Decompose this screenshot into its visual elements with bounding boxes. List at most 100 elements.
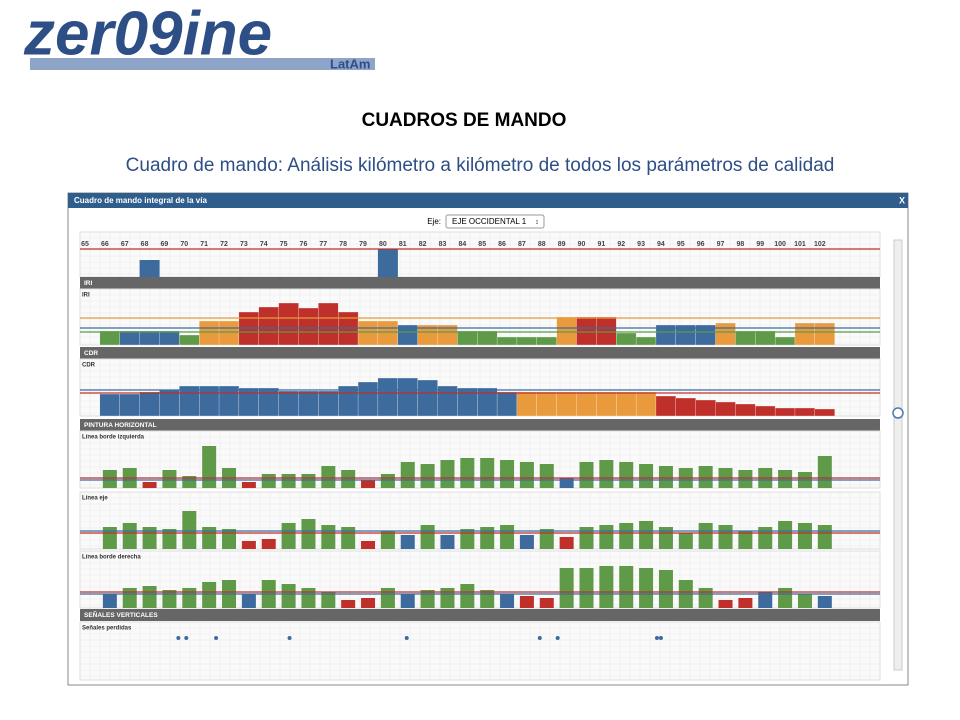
- bar: [119, 330, 140, 346]
- bar: [576, 391, 597, 417]
- bar: [301, 588, 316, 608]
- bar: [457, 330, 478, 346]
- bar: [361, 480, 376, 488]
- km-label: 102: [814, 241, 826, 248]
- bar: [718, 525, 733, 549]
- section-title: SEÑALES VERTICALES: [84, 610, 158, 619]
- bar: [159, 389, 180, 417]
- section-header: [80, 419, 880, 431]
- km-label: 74: [260, 241, 268, 248]
- bar: [457, 387, 478, 417]
- km-label: 84: [458, 241, 466, 248]
- bar: [420, 464, 435, 488]
- bar: [639, 464, 654, 488]
- km-label: 92: [617, 241, 625, 248]
- km-label: 95: [677, 241, 685, 248]
- bar: [715, 322, 736, 346]
- bar: [460, 529, 475, 549]
- bar: [599, 460, 614, 488]
- window-titlebar: [68, 193, 908, 208]
- bar: [698, 588, 713, 608]
- km-label: 68: [141, 241, 149, 248]
- bar: [341, 527, 356, 549]
- point: [537, 636, 542, 640]
- bar: [420, 525, 435, 549]
- bar: [281, 523, 296, 549]
- bar: [755, 405, 776, 417]
- bar: [182, 476, 197, 488]
- bar: [298, 307, 319, 346]
- bar: [519, 596, 534, 608]
- km-label: 77: [319, 241, 327, 248]
- bar: [477, 330, 498, 346]
- bar: [678, 533, 693, 549]
- km-label: 97: [717, 241, 725, 248]
- bar: [222, 529, 237, 549]
- bar: [738, 598, 753, 608]
- bar: [380, 474, 395, 488]
- bar: [655, 395, 677, 417]
- km-label: 93: [637, 241, 645, 248]
- bar: [539, 529, 554, 549]
- scrollbar[interactable]: [893, 239, 903, 671]
- bar: [814, 322, 835, 346]
- bar: [778, 521, 793, 549]
- close-button[interactable]: X: [899, 195, 905, 205]
- bar: [496, 336, 518, 346]
- bar: [380, 588, 395, 608]
- chart-label: CDR: [82, 363, 96, 369]
- bar: [556, 391, 577, 417]
- bar: [377, 249, 398, 277]
- chart-label: Línea eje: [82, 496, 108, 502]
- bar: [202, 527, 217, 549]
- bar: [516, 336, 538, 346]
- bar: [102, 527, 117, 549]
- bar: [794, 407, 816, 417]
- bar: [519, 462, 534, 488]
- km-label: 89: [558, 241, 566, 248]
- bar: [658, 570, 673, 608]
- km-label: 75: [280, 241, 288, 248]
- axis-select[interactable]: [445, 214, 545, 229]
- select-arrow[interactable]: ↕: [535, 219, 539, 226]
- bar: [460, 458, 475, 488]
- bar: [635, 391, 657, 417]
- bar: [258, 387, 279, 417]
- bar: [142, 586, 157, 608]
- bar: [377, 377, 399, 417]
- km-label: 100: [774, 241, 786, 248]
- km-label: 67: [121, 241, 129, 248]
- axis-label: Eje:: [427, 217, 441, 226]
- bar: [397, 377, 418, 417]
- point: [654, 636, 659, 640]
- bar: [400, 535, 415, 549]
- km-label: 69: [161, 241, 169, 248]
- bar: [519, 535, 534, 549]
- bar: [516, 391, 538, 417]
- bar: [735, 403, 756, 417]
- bar: [202, 446, 217, 488]
- bar: [139, 330, 160, 346]
- bar: [755, 330, 776, 346]
- axis-value[interactable]: EJE OCCIDENTAL 1: [452, 217, 527, 226]
- km-label: 99: [756, 241, 764, 248]
- bar: [258, 306, 279, 346]
- bar: [380, 531, 395, 549]
- bar: [596, 391, 617, 417]
- bar: [119, 393, 140, 417]
- scroll-thumb[interactable]: [892, 407, 904, 419]
- bar: [241, 594, 256, 608]
- bar: [758, 592, 773, 608]
- km-label: 88: [538, 241, 546, 248]
- bar: [400, 594, 415, 608]
- point: [555, 636, 560, 640]
- km-label: 73: [240, 241, 248, 248]
- bar: [440, 588, 455, 608]
- bar: [635, 336, 657, 346]
- bar: [122, 523, 137, 549]
- bar: [797, 594, 812, 608]
- chart-label: IRI: [82, 293, 90, 299]
- bar: [417, 379, 438, 417]
- bar: [477, 387, 498, 417]
- bar: [218, 320, 240, 346]
